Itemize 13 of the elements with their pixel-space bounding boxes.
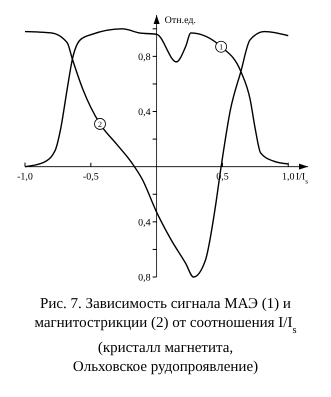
y-tick-label: 0,8 bbox=[138, 52, 151, 63]
y-tick-label: 0,4 bbox=[138, 217, 151, 228]
y-axis-title: Отн.ед. bbox=[164, 15, 196, 26]
annotation: 2 bbox=[98, 120, 102, 129]
x-tick-label: -0,5 bbox=[82, 172, 99, 183]
text: (кристалл магнетита, Ольховское рудопроявление) bbox=[72, 340, 258, 375]
x-tick-label: -1,0 bbox=[17, 172, 33, 183]
y-tick-label: 0,8 bbox=[138, 272, 151, 284]
y-tick-label: 0,4 bbox=[138, 107, 151, 118]
x-tick-label: 1,0 bbox=[282, 172, 295, 183]
annotation: 1 bbox=[219, 42, 224, 52]
text: Рис. 7. Зависимость сигнала МАЭ (1) и магнитострикции (2) от соотношения I/I$_{s}$ bbox=[34, 296, 297, 336]
x-axis-title: I/I$_{s}$ bbox=[296, 172, 308, 186]
